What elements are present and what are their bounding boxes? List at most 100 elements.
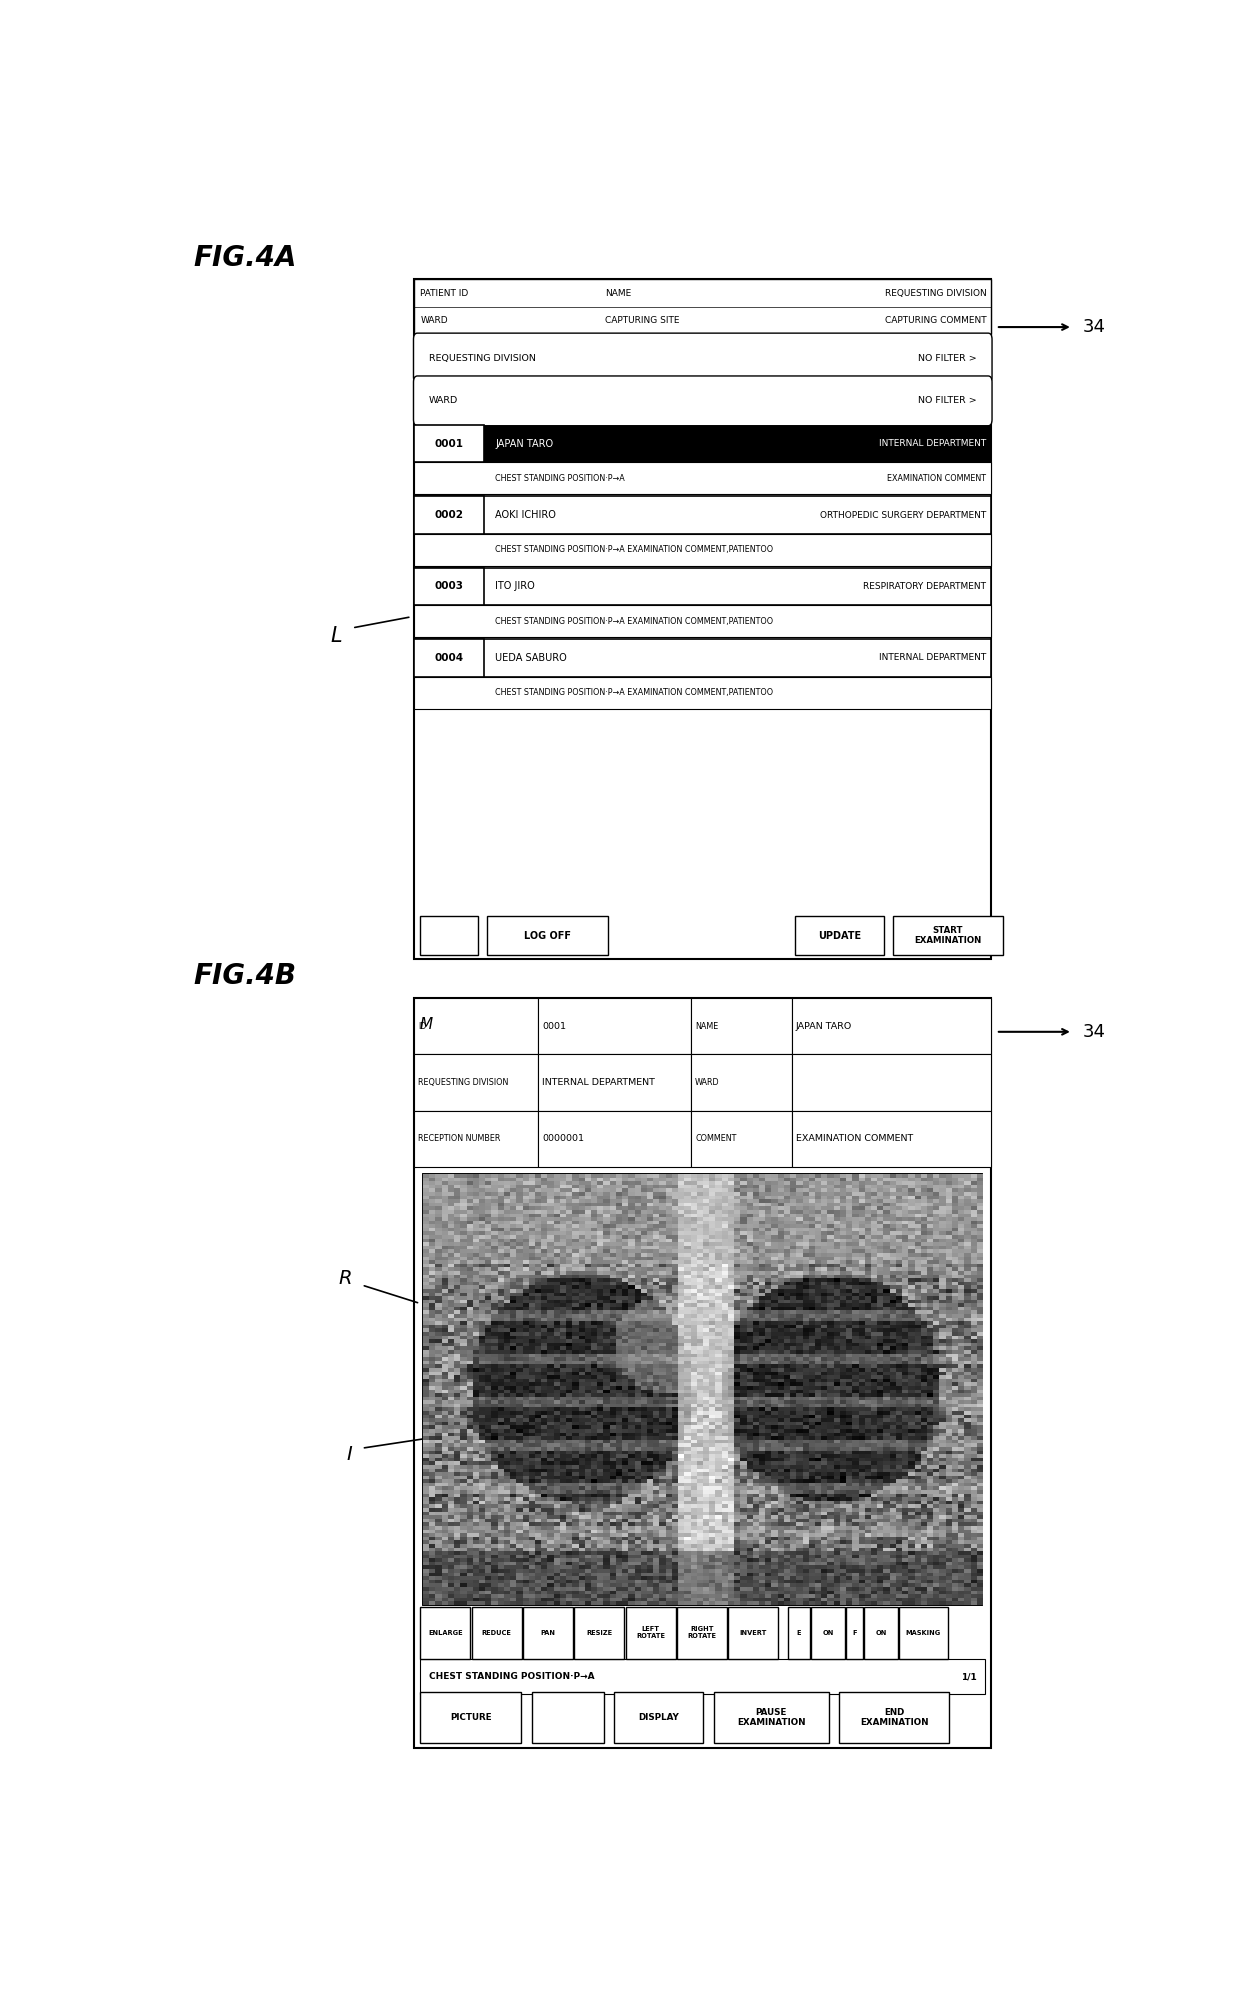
Text: M: M [419, 1018, 433, 1032]
Text: ENLARGE: ENLARGE [428, 1630, 463, 1636]
Bar [414, 462, 991, 494]
Text: COMMENT: COMMENT [696, 1134, 737, 1144]
Bar [893, 915, 1003, 955]
Text: 0004: 0004 [434, 652, 464, 662]
Bar [714, 1692, 830, 1744]
Bar [625, 1608, 676, 1660]
Text: JAPAN TARO: JAPAN TARO [495, 440, 553, 450]
Text: REQUESTING DIVISION: REQUESTING DIVISION [418, 1078, 508, 1088]
Bar [839, 1692, 949, 1744]
Text: E: E [797, 1630, 801, 1636]
Bar [414, 568, 991, 606]
Text: R: R [339, 1268, 352, 1288]
Text: WARD: WARD [429, 395, 458, 405]
Bar [792, 997, 991, 1054]
Bar [899, 1608, 947, 1660]
Bar [574, 1608, 625, 1660]
Text: CHEST STANDING POSITION·P→A: CHEST STANDING POSITION·P→A [429, 1672, 594, 1682]
Bar [538, 997, 691, 1054]
Text: L: L [331, 626, 342, 646]
Text: RIGHT
ROTATE: RIGHT ROTATE [687, 1626, 717, 1640]
Text: INVERT: INVERT [739, 1630, 766, 1636]
Text: INTERNAL DEPARTMENT: INTERNAL DEPARTMENT [879, 654, 986, 662]
Bar [414, 496, 484, 534]
Text: EXAMINATION COMMENT: EXAMINATION COMMENT [888, 474, 986, 484]
Text: 0003: 0003 [434, 582, 464, 592]
Text: ON: ON [875, 1630, 887, 1636]
Text: 1/1: 1/1 [961, 1672, 977, 1682]
Bar [614, 1692, 703, 1744]
Text: UEDA SABURO: UEDA SABURO [495, 652, 567, 662]
Bar [538, 1054, 691, 1110]
Text: WARD: WARD [696, 1078, 719, 1088]
Bar [423, 1174, 982, 1606]
Bar [471, 1608, 522, 1660]
Bar [792, 1110, 991, 1166]
Text: ID: ID [418, 1022, 427, 1032]
Text: PAN: PAN [541, 1630, 556, 1636]
Text: ON: ON [822, 1630, 833, 1636]
Bar [414, 638, 991, 676]
Text: ITO JIRO: ITO JIRO [495, 582, 534, 592]
Text: CHEST STANDING POSITION·P→A EXAMINATION COMMENT,PATIENTOO: CHEST STANDING POSITION·P→A EXAMINATION … [495, 688, 774, 696]
Text: CAPTURING COMMENT: CAPTURING COMMENT [884, 315, 986, 325]
Bar [414, 676, 991, 708]
Text: MASKING: MASKING [905, 1630, 941, 1636]
Bar [414, 279, 991, 333]
Bar [414, 997, 538, 1054]
Text: 34: 34 [1083, 1024, 1105, 1042]
Text: REDUCE: REDUCE [481, 1630, 512, 1636]
Bar [414, 534, 991, 566]
Text: EXAMINATION COMMENT: EXAMINATION COMMENT [796, 1134, 913, 1144]
Text: NO FILTER >: NO FILTER > [918, 395, 977, 405]
Bar [414, 279, 991, 959]
Bar [523, 1608, 573, 1660]
Text: WARD: WARD [420, 315, 448, 325]
Text: JAPAN TARO: JAPAN TARO [796, 1022, 852, 1032]
Bar [811, 1608, 844, 1660]
Text: LOG OFF: LOG OFF [523, 931, 570, 941]
FancyBboxPatch shape [413, 333, 992, 383]
Text: LEFT
ROTATE: LEFT ROTATE [636, 1626, 665, 1640]
Text: CAPTURING SITE: CAPTURING SITE [605, 315, 680, 325]
Text: 0001: 0001 [434, 440, 464, 450]
Bar [677, 1608, 727, 1660]
Bar [420, 1660, 986, 1694]
Bar [691, 997, 792, 1054]
Text: CHEST STANDING POSITION·P→A EXAMINATION COMMENT,PATIENTOO: CHEST STANDING POSITION·P→A EXAMINATION … [495, 616, 774, 626]
Text: RESPIRATORY DEPARTMENT: RESPIRATORY DEPARTMENT [863, 582, 986, 590]
Text: RECEPTION NUMBER: RECEPTION NUMBER [418, 1134, 501, 1144]
Bar [728, 1608, 779, 1660]
Text: FIG.4B: FIG.4B [193, 961, 296, 989]
Bar [423, 1174, 982, 1606]
Bar [414, 1054, 538, 1110]
Text: REQUESTING DIVISION: REQUESTING DIVISION [429, 353, 536, 363]
Text: PICTURE: PICTURE [450, 1714, 491, 1722]
Bar [414, 1110, 538, 1166]
Text: F: F [852, 1630, 857, 1636]
Text: 0002: 0002 [434, 510, 464, 520]
Bar [414, 568, 484, 606]
Bar [795, 915, 884, 955]
Bar [414, 606, 991, 636]
Text: NAME: NAME [696, 1022, 718, 1032]
Text: CHEST STANDING POSITION·P→A: CHEST STANDING POSITION·P→A [495, 474, 625, 484]
Text: FIG.4A: FIG.4A [193, 243, 296, 271]
Bar [486, 915, 608, 955]
Text: REQUESTING DIVISION: REQUESTING DIVISION [884, 289, 986, 297]
Text: START
EXAMINATION: START EXAMINATION [914, 925, 981, 945]
Text: DISPLAY: DISPLAY [639, 1714, 680, 1722]
Text: CHEST STANDING POSITION·P→A EXAMINATION COMMENT,PATIENTOO: CHEST STANDING POSITION·P→A EXAMINATION … [495, 546, 774, 554]
Text: PATIENT ID: PATIENT ID [420, 289, 469, 297]
Bar [846, 1608, 863, 1660]
Text: 0001: 0001 [542, 1022, 567, 1032]
Bar [691, 1054, 792, 1110]
Bar [414, 997, 991, 1748]
Bar [691, 1110, 792, 1166]
Text: 0000001: 0000001 [542, 1134, 584, 1144]
Bar [532, 1692, 604, 1744]
Text: RESIZE: RESIZE [587, 1630, 613, 1636]
Bar [414, 638, 484, 676]
Text: ORTHOPEDIC SURGERY DEPARTMENT: ORTHOPEDIC SURGERY DEPARTMENT [820, 510, 986, 520]
Bar [414, 496, 991, 534]
